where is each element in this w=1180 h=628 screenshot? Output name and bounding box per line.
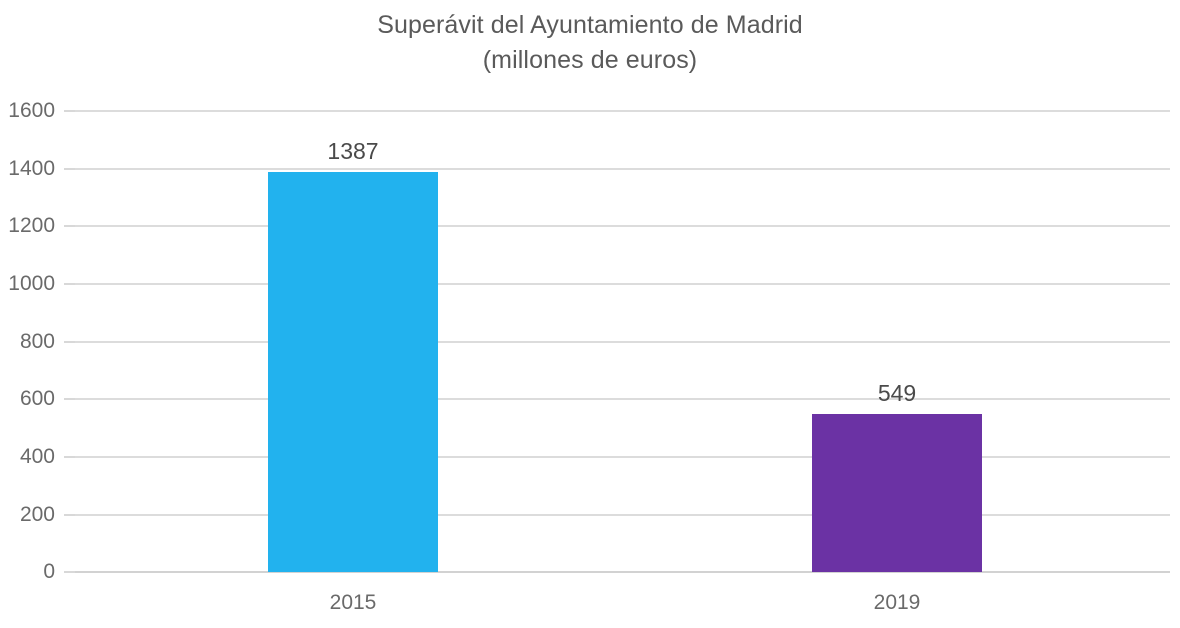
ytick-mark-1200 (64, 225, 75, 227)
ytick-mark-400 (64, 456, 75, 458)
ytick-label-200: 200 (19, 503, 55, 526)
gridline-1400 (75, 168, 1170, 170)
ytick-mark-0 (64, 571, 75, 573)
gridline-1200 (75, 225, 1170, 227)
ytick-label-400: 400 (19, 445, 55, 468)
bar-2015[interactable] (268, 172, 438, 572)
gridline-800 (75, 341, 1170, 343)
ytick-label-1200: 1200 (8, 214, 55, 237)
xtick-label-2019: 2019 (873, 591, 921, 614)
chart-title: Superávit del Ayuntamiento de Madrid (377, 11, 803, 39)
chart-title-block: Superávit del Ayuntamiento de Madrid (mi… (0, 8, 1180, 78)
ytick-mark-1600 (64, 110, 75, 112)
gridline-600 (75, 398, 1170, 400)
gridline-1000 (75, 283, 1170, 285)
ytick-label-1400: 1400 (8, 157, 55, 180)
gridline-1600 (75, 110, 1170, 112)
chart-subtitle: (millones de euros) (482, 46, 698, 74)
bar-2019[interactable] (812, 414, 982, 572)
ytick-label-600: 600 (19, 387, 55, 410)
xtick-label-2015: 2015 (329, 591, 377, 614)
ytick-label-1000: 1000 (8, 272, 55, 295)
ytick-label-0: 0 (43, 560, 55, 583)
ytick-mark-800 (64, 341, 75, 343)
ytick-label-1600: 1600 (8, 99, 55, 122)
bar-value-2015: 1387 (327, 138, 379, 164)
ytick-mark-200 (64, 514, 75, 516)
ytick-mark-1000 (64, 283, 75, 285)
axis-baseline-0 (75, 571, 1170, 573)
ytick-mark-600 (64, 398, 75, 400)
gridline-400 (75, 456, 1170, 458)
bar-value-2019: 549 (877, 380, 917, 406)
gridline-200 (75, 514, 1170, 516)
ytick-label-800: 800 (19, 330, 55, 353)
ytick-mark-1400 (64, 168, 75, 170)
